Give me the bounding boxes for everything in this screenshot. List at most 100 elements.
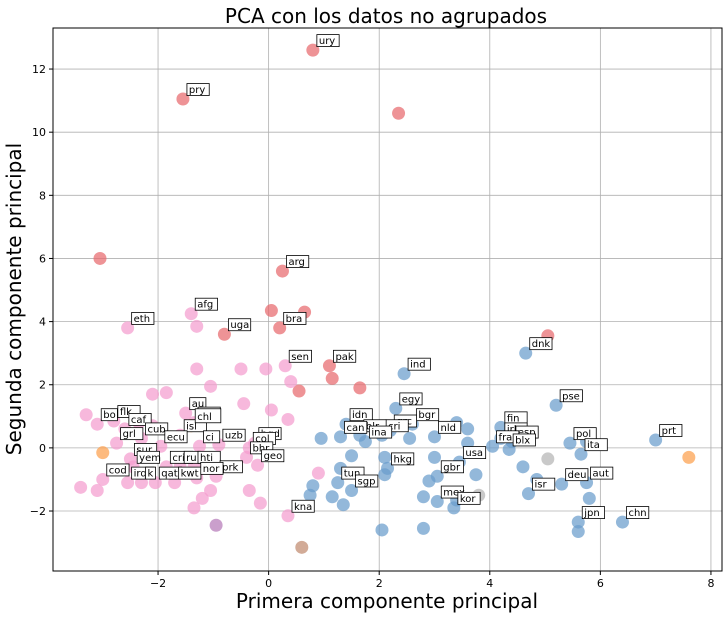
point-label-text: hti <box>200 453 213 464</box>
point-label: blx <box>512 433 536 447</box>
point-label-box <box>659 424 683 437</box>
point-label-box <box>222 428 246 442</box>
x-tick-label: 8 <box>707 577 714 590</box>
scatter-point <box>90 417 104 431</box>
scatter-point <box>275 264 289 278</box>
y-tick-label: −2 <box>30 505 46 518</box>
scatter-point <box>322 359 336 373</box>
x-tick-label: 4 <box>486 577 493 590</box>
point-label-text: nor <box>203 464 220 475</box>
point-label-box <box>512 433 536 447</box>
point-label: grl <box>120 427 144 440</box>
scatter-point <box>190 362 204 376</box>
point-label-box <box>584 438 608 452</box>
point-label-text: chl <box>197 412 212 423</box>
point-label-text: ind <box>410 360 425 371</box>
point-label-box <box>203 430 221 444</box>
point-label: chn <box>626 506 650 519</box>
point-label-text: kwt <box>181 469 199 480</box>
point-label-text: grl <box>123 429 136 440</box>
point-label-box <box>131 312 155 325</box>
scatter-point <box>79 408 93 422</box>
scatter-point <box>253 496 267 510</box>
data-points <box>74 43 696 554</box>
point-label-text: cub <box>147 424 165 435</box>
point-label: deu <box>565 468 589 482</box>
point-label: pry <box>186 83 210 96</box>
scatter-point <box>193 439 207 453</box>
scatter-point <box>427 430 441 444</box>
point-label-text: kor <box>460 494 477 505</box>
scatter-point <box>273 321 287 335</box>
scatter-point <box>519 346 533 360</box>
scatter-point <box>146 387 160 401</box>
scatter-point <box>649 433 663 447</box>
point-label-text: cri <box>388 421 400 432</box>
point-label-box <box>399 392 423 406</box>
point-label: egy <box>399 392 423 406</box>
x-axis-label: Primera componente principal <box>236 589 538 613</box>
scatter-point <box>292 384 306 398</box>
point-label: idn <box>349 408 373 422</box>
scatter-point <box>251 458 265 472</box>
point-label-box <box>565 468 589 482</box>
scatter-point <box>195 491 209 505</box>
point-label-text: egy <box>402 394 421 405</box>
point-label: sgp <box>355 474 379 487</box>
point-label-text: caf <box>131 415 147 426</box>
point-label: ci <box>203 430 221 444</box>
point-label-box <box>145 466 156 480</box>
point-label-text: afg <box>197 300 213 311</box>
point-label: ita <box>584 438 608 452</box>
scatter-point <box>521 487 535 501</box>
point-label: aut <box>590 466 614 480</box>
x-tick-label: 0 <box>265 577 272 590</box>
point-label-text: blx <box>515 435 530 446</box>
point-label: geo <box>261 449 285 462</box>
scatter-point <box>190 319 204 333</box>
point-label-text: eth <box>134 314 150 325</box>
point-label: afg <box>194 297 218 311</box>
point-label-box <box>344 420 368 434</box>
point-label-box <box>227 318 252 332</box>
point-label-text: irl <box>507 424 517 435</box>
point-label: kwt <box>178 466 202 480</box>
scatter-point <box>461 422 475 436</box>
point-label: k <box>145 466 156 480</box>
point-label-text: arg <box>288 257 304 268</box>
point-label-box <box>288 349 312 363</box>
point-label-text: sgp <box>358 476 376 487</box>
point-label-text: dnk <box>532 339 551 350</box>
point-label-text: pse <box>562 391 580 402</box>
point-label-text: k <box>147 469 153 480</box>
scatter-point <box>516 460 530 474</box>
point-label-text: chn <box>628 508 646 519</box>
scatter-point <box>549 398 563 412</box>
point-label-text: kna <box>294 502 312 513</box>
scatter-point <box>416 490 430 504</box>
point-label-box <box>164 430 188 444</box>
point-label: bgr <box>415 408 440 421</box>
scatter-point <box>345 449 359 463</box>
scatter-point <box>571 515 585 529</box>
y-tick-label: 0 <box>39 442 46 455</box>
point-label: fin <box>504 411 528 424</box>
point-label-box <box>440 460 464 474</box>
point-label-box <box>438 420 462 434</box>
point-label-text: can <box>347 423 365 434</box>
point-label-text: sur <box>136 445 153 456</box>
scatter-point <box>469 468 483 482</box>
point-label: eth <box>131 312 155 325</box>
scatter-point <box>237 397 251 411</box>
point-label-box <box>462 446 487 459</box>
point-label-box <box>200 461 224 475</box>
x-tick-label: 2 <box>376 577 383 590</box>
scatter-point <box>74 480 88 494</box>
point-label-text: aut <box>593 469 609 480</box>
point-label-text: usa <box>465 448 483 459</box>
point-label-box <box>349 408 373 422</box>
scatter-point <box>204 483 218 497</box>
scatter-point <box>345 483 359 497</box>
scatter-point <box>430 495 444 509</box>
